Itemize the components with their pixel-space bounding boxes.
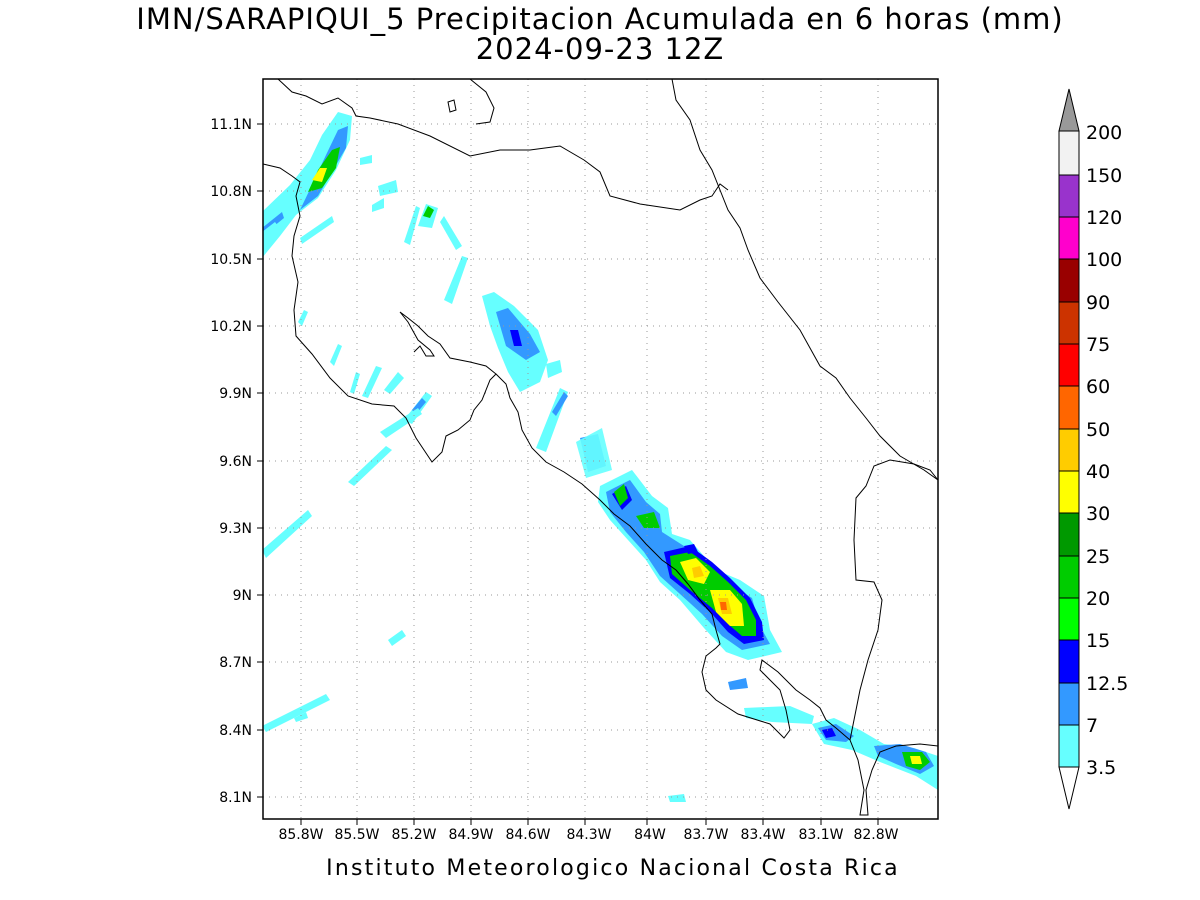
colorbar-label: 60 xyxy=(1086,376,1110,398)
lat-tick-label: 9.6N xyxy=(219,454,252,470)
lat-tick-label: 10.2N xyxy=(210,319,252,335)
colorbar-segment xyxy=(1058,428,1080,472)
colorbar-segment xyxy=(1058,130,1080,176)
colorbar-segment xyxy=(1058,343,1080,387)
lon-tick-label: 82.8W xyxy=(853,827,898,843)
colorbar: 3.5 7 12.5 15 20 25 30 40 50 60 75 90 10… xyxy=(1058,88,1128,810)
longitude-labels: 85.8W 85.5W 85.2W 84.9W 84.6W 84.3W 84W … xyxy=(278,827,898,843)
lat-tick-label: 10.8N xyxy=(210,184,252,200)
colorbar-segment xyxy=(1058,470,1080,514)
colorbar-segment xyxy=(1058,639,1080,684)
map-frame xyxy=(262,78,939,820)
colorbar-label: 20 xyxy=(1086,588,1110,610)
lat-tick-label: 8.7N xyxy=(219,655,252,671)
colorbar-segment xyxy=(1058,174,1080,218)
lon-tick-label: 83.1W xyxy=(798,827,843,843)
colorbar-label: 150 xyxy=(1086,165,1122,187)
colorbar-min-arrow xyxy=(1058,766,1080,810)
colorbar-label: 90 xyxy=(1086,292,1110,314)
colorbar-segment xyxy=(1058,258,1080,303)
lon-tick-label: 85.5W xyxy=(334,827,379,843)
lon-tick-label: 85.8W xyxy=(278,827,323,843)
colorbar-segment xyxy=(1058,385,1080,430)
colorbar-segment xyxy=(1058,682,1080,726)
map-subtitle-datetime: 2024-09-23 12Z xyxy=(475,32,725,66)
colorbar-segment xyxy=(1058,301,1080,345)
coastlines xyxy=(263,79,938,816)
colorbar-label: 200 xyxy=(1086,122,1122,144)
colorbar-segment xyxy=(1058,597,1080,641)
lat-tick-label: 9.3N xyxy=(219,521,252,537)
colorbar-label: 120 xyxy=(1086,207,1122,229)
lat-tick-label: 8.1N xyxy=(219,790,252,806)
lon-tick-label: 84W xyxy=(634,827,666,843)
colorbar-segment xyxy=(1058,216,1080,260)
map-title: IMN/SARAPIQUI_5 Precipitacion Acumulada … xyxy=(136,2,1064,36)
colorbar-label: 50 xyxy=(1086,419,1110,441)
colorbar-label: 12.5 xyxy=(1086,673,1128,695)
lat-tick-label: 8.4N xyxy=(219,723,252,739)
colorbar-segment xyxy=(1058,555,1080,599)
colorbar-label: 7 xyxy=(1086,715,1098,737)
latitude-labels: 11.1N 10.8N 10.5N 10.2N 9.9N 9.6N 9.3N 9… xyxy=(210,117,252,806)
lon-tick-label: 85.2W xyxy=(391,827,436,843)
lon-tick-label: 84.9W xyxy=(448,827,493,843)
axis-ticks xyxy=(257,123,879,825)
precipitation-field xyxy=(263,112,938,802)
colorbar-label: 3.5 xyxy=(1086,757,1116,779)
colorbar-label: 15 xyxy=(1086,630,1110,652)
colorbar-max-arrow xyxy=(1058,88,1080,132)
lon-tick-label: 83.7W xyxy=(683,827,728,843)
lon-tick-label: 84.3W xyxy=(566,827,611,843)
colorbar-label: 40 xyxy=(1086,461,1110,483)
colorbar-label: 30 xyxy=(1086,503,1110,525)
colorbar-segment xyxy=(1058,512,1080,557)
lat-tick-label: 10.5N xyxy=(210,252,252,268)
colorbar-label: 75 xyxy=(1086,334,1110,356)
lon-tick-label: 83.4W xyxy=(740,827,785,843)
lon-tick-label: 84.6W xyxy=(505,827,550,843)
colorbar-label: 25 xyxy=(1086,546,1110,568)
lat-tick-label: 11.1N xyxy=(210,117,252,133)
credit-footer: Instituto Meteorologico Nacional Costa R… xyxy=(326,856,900,881)
lat-tick-label: 9.9N xyxy=(219,386,252,402)
colorbar-label: 100 xyxy=(1086,249,1122,271)
lat-tick-label: 9N xyxy=(233,588,252,604)
colorbar-segment xyxy=(1058,724,1080,768)
